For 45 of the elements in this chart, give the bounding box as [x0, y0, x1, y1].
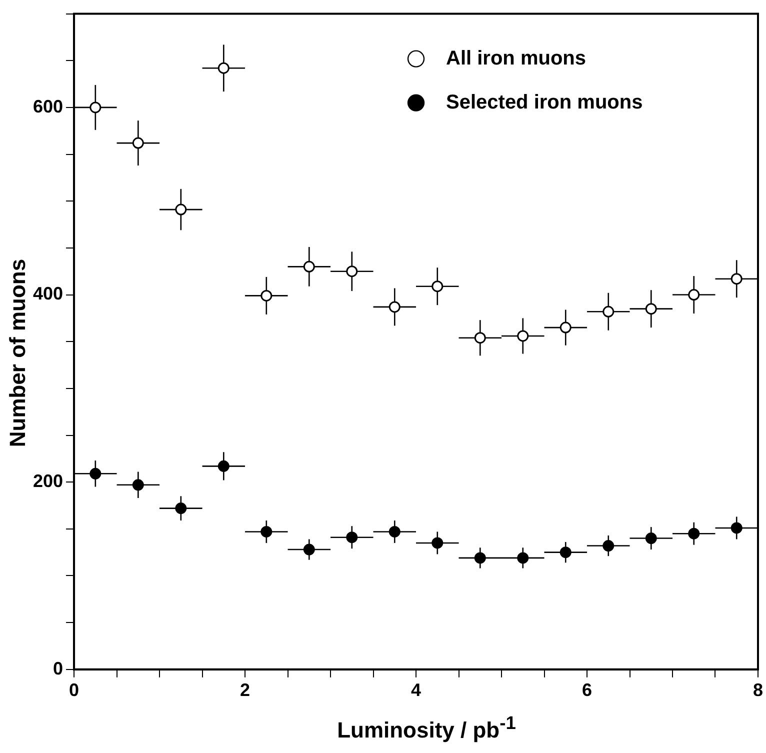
point	[303, 260, 315, 272]
x-tick-label: 2	[240, 680, 250, 700]
point	[303, 544, 315, 556]
point	[388, 526, 400, 538]
x-axis-title: Luminosity / pb$^{-1}$	[336, 712, 517, 744]
point	[175, 204, 187, 216]
point	[474, 332, 486, 344]
point	[517, 330, 529, 342]
point	[560, 322, 572, 334]
point	[132, 479, 144, 491]
x-tick-label: 6	[582, 680, 592, 700]
point	[90, 102, 102, 114]
point	[132, 137, 144, 149]
point	[688, 289, 700, 301]
point	[346, 532, 358, 544]
point	[260, 290, 272, 302]
point	[645, 303, 657, 315]
point	[388, 301, 400, 313]
point	[90, 468, 102, 480]
point	[175, 502, 187, 514]
y-tick-label: 400	[32, 284, 64, 304]
point	[730, 273, 742, 285]
y-tick-label: 0	[53, 658, 64, 678]
y-tick-label: 600	[32, 96, 64, 116]
point	[645, 532, 657, 544]
point	[218, 460, 230, 472]
point	[218, 62, 230, 74]
point	[346, 266, 358, 278]
point	[474, 552, 486, 564]
x-tick-label: 0	[69, 680, 80, 700]
x-tick-label: 4	[411, 680, 422, 700]
point	[730, 522, 742, 534]
y-axis-title: Number of muons	[5, 258, 31, 450]
legend-label: All iron muons	[446, 47, 586, 70]
x-tick-label: 8	[752, 680, 763, 700]
point	[560, 546, 572, 558]
point	[260, 526, 272, 538]
point	[602, 306, 614, 318]
legend-label: Selected iron muons	[446, 91, 643, 114]
y-tick-label: 200	[32, 471, 64, 492]
point	[432, 537, 444, 549]
point	[517, 552, 529, 564]
point	[432, 280, 444, 292]
point	[688, 528, 700, 540]
point	[602, 540, 614, 552]
